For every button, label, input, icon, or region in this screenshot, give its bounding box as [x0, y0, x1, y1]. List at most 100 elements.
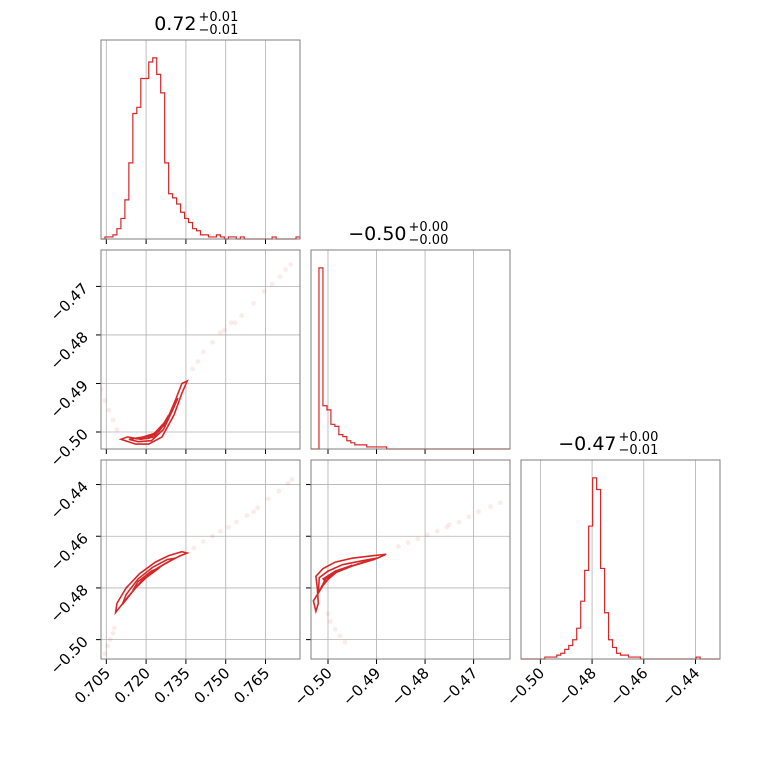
x-tick-label: −0.50 [503, 664, 548, 709]
y-tick-label: −0.49 [47, 377, 92, 422]
scatter-point [232, 320, 238, 326]
param-title-1: −0.50 +0.00−0.00 [348, 220, 448, 248]
title-value: −0.47 [558, 433, 616, 455]
scatter-point [446, 522, 452, 528]
pair-panel-0-2 [96, 459, 301, 664]
scatter-point [110, 630, 116, 636]
param-title-0: 0.72 +0.01−0.01 [154, 10, 238, 38]
pair-marks [102, 476, 295, 657]
scatter-point [114, 427, 120, 432]
x-tick-label: 0.750 [190, 664, 233, 707]
scatter-point [425, 532, 430, 538]
scatter-point [269, 281, 275, 287]
contour-line [121, 557, 176, 606]
scatter-point [191, 545, 197, 551]
x-tick-label: −0.48 [388, 664, 433, 709]
title-value: −0.50 [348, 223, 406, 245]
scatter-point [106, 407, 112, 413]
scatter-point [107, 637, 113, 643]
title-minus: −0.01 [619, 443, 659, 458]
title-plus: +0.00 [409, 220, 449, 235]
x-tick-label: −0.44 [658, 664, 703, 709]
scatter-point [251, 300, 256, 306]
pair-panel-0-1 [96, 249, 301, 454]
scatter-point [102, 651, 108, 657]
scatter-point [289, 476, 295, 482]
contour-line [317, 557, 377, 594]
x-tick-label: −0.48 [555, 664, 600, 709]
scatter-point [102, 398, 108, 403]
title-plus: +0.01 [199, 10, 239, 25]
scatter-point [228, 320, 234, 326]
scatter-point [111, 625, 117, 631]
x-tick-label: 0.720 [111, 664, 154, 707]
y-tick-label: −0.50 [47, 425, 92, 470]
y-tick-label: −0.50 [47, 633, 92, 678]
scatter-point [488, 504, 493, 509]
contour-line [321, 564, 353, 583]
scatter-point [265, 496, 271, 502]
histogram-panel-2 [520, 459, 721, 664]
pair-marks [312, 500, 503, 645]
scatter-point [476, 509, 481, 515]
scatter-point [210, 339, 215, 345]
y-tick-label: −0.48 [47, 581, 92, 626]
histogram-step-2 [521, 477, 720, 660]
histogram-panel-0 [100, 39, 301, 244]
scatter-point [233, 519, 239, 525]
scatter-point [466, 514, 472, 520]
axes-frame [100, 39, 301, 240]
scatter-point [244, 513, 250, 518]
scatter-point [342, 639, 348, 645]
title-minus: −0.00 [409, 233, 449, 248]
contour-line [114, 550, 190, 616]
scatter-point [288, 262, 294, 267]
contour-line [135, 414, 170, 440]
scatter-point [456, 519, 462, 525]
axes-frame [100, 459, 301, 660]
x-tick-label: 0.765 [230, 664, 273, 707]
scatter-point [261, 288, 267, 294]
pair-panel-1-2 [306, 459, 511, 664]
histogram-step-1 [311, 267, 510, 450]
scatter-point [218, 528, 223, 534]
x-tick-label: −0.46 [606, 664, 651, 709]
scatter-point [200, 349, 206, 355]
scatter-point [195, 359, 201, 365]
scatter-point [190, 366, 195, 372]
contour-line [132, 567, 160, 592]
scatter-point [225, 524, 231, 530]
scatter-point [255, 505, 260, 511]
title-minus: −0.01 [199, 23, 239, 38]
histogram-step-0 [101, 57, 301, 240]
scatter-point [276, 488, 282, 494]
scatter-point [110, 417, 116, 423]
scatter-point [251, 509, 256, 515]
x-tick-label: −0.47 [436, 664, 481, 709]
scatter-point [200, 539, 206, 544]
y-tick-label: −0.46 [47, 529, 92, 574]
scatter-point [277, 274, 283, 280]
title-plus: +0.00 [619, 430, 659, 445]
pair-marks [101, 262, 294, 445]
scatter-point [434, 528, 440, 534]
scatter-point [405, 540, 411, 546]
y-tick-label: −0.44 [47, 478, 92, 523]
x-tick-label: −0.50 [291, 664, 336, 709]
scatter-point [285, 480, 291, 486]
histogram-panel-1 [310, 249, 511, 454]
x-tick-label: 0.735 [151, 664, 194, 707]
scatter-point [395, 544, 401, 549]
axes-frame [310, 249, 511, 450]
axes-frame [310, 459, 511, 660]
scatter-point [239, 313, 245, 318]
axes-frame [100, 249, 301, 450]
axes-frame [520, 459, 721, 660]
x-tick-label: 0.705 [71, 664, 114, 707]
title-value: 0.72 [154, 13, 196, 35]
scatter-point [497, 500, 503, 506]
scatter-point [221, 327, 227, 333]
y-tick-label: −0.47 [47, 280, 92, 325]
scatter-point [105, 643, 111, 649]
